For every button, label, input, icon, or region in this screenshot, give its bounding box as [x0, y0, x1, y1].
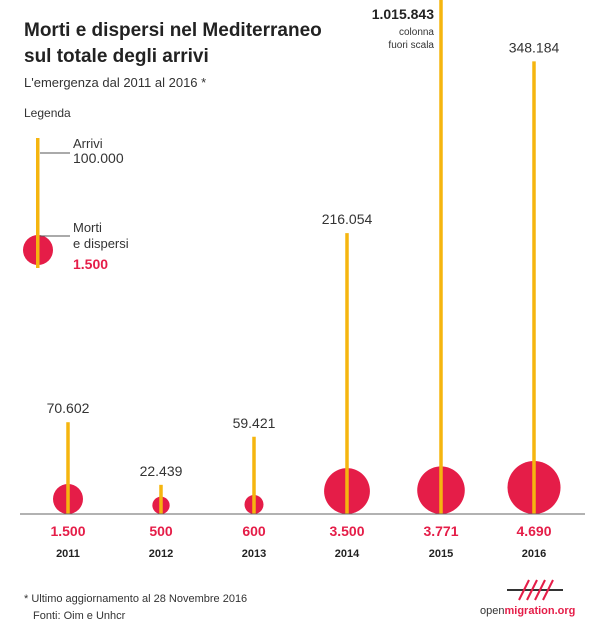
- arrivals-label-2016: 348.184: [509, 39, 560, 55]
- year-label-2013: 2013: [242, 548, 266, 560]
- logo-text: openmigration.org: [480, 605, 576, 617]
- arrivals-bar-2015: [439, 0, 443, 514]
- chart-title: Morti e dispersi nel Mediterraneo sul to…: [24, 20, 322, 67]
- arrivals-bar-2011: [66, 422, 70, 514]
- deaths-label-2016: 4.690: [516, 523, 551, 539]
- arrivals-label-2011: 70.602: [47, 400, 90, 416]
- footnote: * Ultimo aggiornamento al 28 Novembre 20…: [24, 593, 248, 605]
- legend-arrivals-value: 100.000: [73, 150, 124, 166]
- deaths-label-2013: 600: [242, 523, 266, 539]
- deaths-label-2014: 3.500: [329, 523, 364, 539]
- arrivals-label-2013: 59.421: [233, 415, 276, 431]
- openmigration-logo-icon: [507, 579, 563, 601]
- arrivals-label-2012: 22.439: [140, 463, 183, 479]
- legend-arrivals-bar-over: [36, 235, 40, 268]
- year-label-2012: 2012: [149, 548, 173, 560]
- arrivals-bar-2014: [345, 233, 349, 514]
- arrivals-label-2014: 216.054: [322, 211, 373, 227]
- legend-deaths-label-2: e dispersi: [73, 236, 129, 251]
- arrivals-bar-2016: [532, 61, 536, 514]
- deaths-label-2012: 500: [149, 523, 173, 539]
- arrivals-label-2015: 1.015.843: [372, 6, 434, 22]
- year-label-2016: 2016: [522, 548, 546, 560]
- deaths-label-2015: 3.771: [423, 523, 458, 539]
- arrivals-bar-2012: [159, 484, 163, 514]
- year-label-2014: 2014: [335, 548, 360, 560]
- legend-arrivals-label: Arrivi: [73, 136, 103, 151]
- sources: Fonti: Oim e Unhcr: [33, 610, 126, 622]
- year-label-2015: 2015: [429, 548, 453, 560]
- out-of-scale-note-1: colonna: [399, 27, 434, 38]
- legend-deaths-label-1: Morti: [73, 220, 102, 235]
- deaths-label-2011: 1.500: [50, 523, 85, 539]
- legend-arrivals-bar: [36, 138, 40, 268]
- legend-title: Legenda: [24, 106, 71, 120]
- legend-deaths-value: 1.500: [73, 256, 109, 272]
- year-label-2011: 2011: [56, 548, 80, 560]
- chart-subtitle: L'emergenza dal 2011 al 2016 *: [24, 75, 207, 90]
- arrivals-bar-2013: [252, 436, 256, 514]
- out-of-scale-note-2: fuori scala: [388, 40, 434, 51]
